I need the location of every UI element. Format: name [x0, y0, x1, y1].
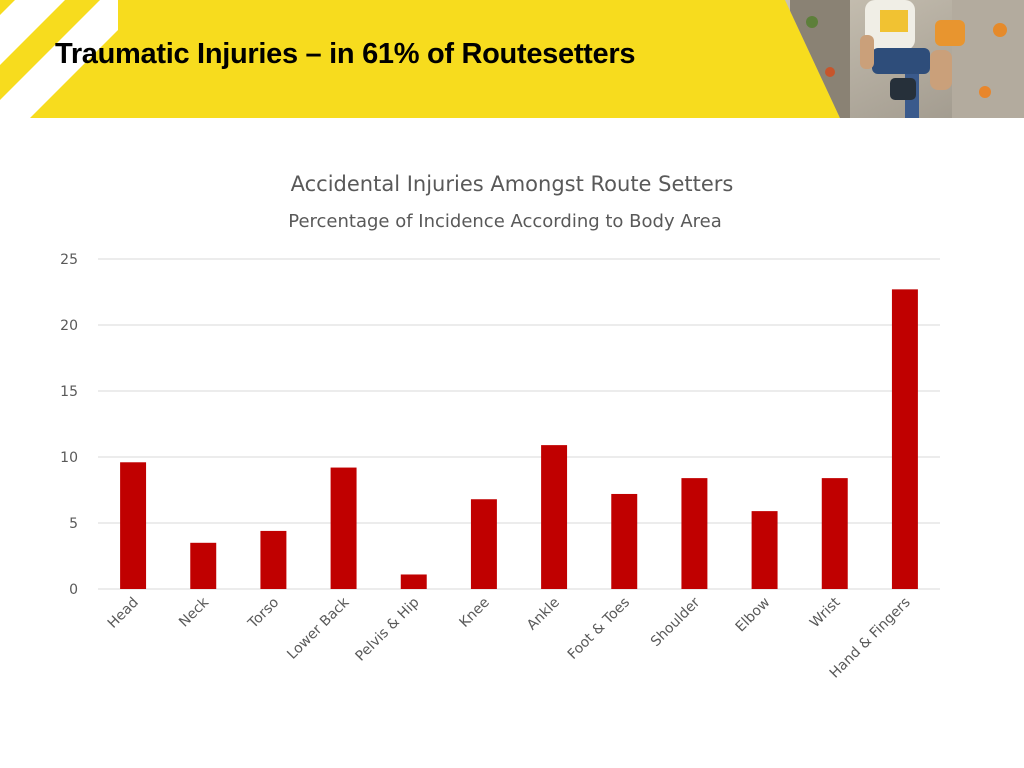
y-tick-label: 5: [69, 516, 78, 532]
chart-title: Accidental Injuries Amongst Route Setter…: [290, 172, 734, 196]
bar-knee: [470, 499, 497, 589]
bar-ankle: [541, 445, 568, 589]
x-category-label: Neck: [176, 594, 213, 631]
x-category-label: Lower Back: [284, 594, 353, 663]
header-banner: Traumatic Injuries – in 61% of Routesett…: [0, 0, 1024, 118]
bar-shoulder: [681, 478, 708, 589]
y-tick-label: 10: [60, 450, 78, 466]
bar-hand-fingers: [891, 289, 918, 589]
white-diagonal-stripes: [0, 0, 118, 118]
x-category-label: Wrist: [807, 594, 844, 631]
y-tick-label: 15: [60, 384, 78, 400]
slide-title: Traumatic Injuries – in 61% of Routesett…: [55, 38, 636, 70]
bars: [120, 289, 918, 589]
x-category-label: Foot & Toes: [565, 595, 633, 663]
y-tick-label: 0: [69, 582, 78, 598]
x-category-label: Knee: [456, 595, 492, 631]
x-category-label: Torso: [245, 595, 283, 633]
bar-foot-toes: [611, 493, 638, 589]
bar-torso: [260, 530, 287, 589]
bar-head: [120, 462, 147, 589]
chart-subtitle: Percentage of Incidence According to Bod…: [288, 211, 722, 232]
x-category-label: Ankle: [524, 595, 563, 634]
bar-pelvis-hip: [400, 574, 427, 589]
gridlines: [98, 258, 940, 590]
bar-wrist: [821, 478, 848, 589]
x-category-label: Elbow: [733, 595, 774, 636]
bar-neck: [190, 542, 217, 589]
bar-elbow: [751, 511, 778, 589]
banner-graphic: [0, 0, 1024, 118]
y-tick-label: 25: [60, 252, 78, 268]
x-category-label: Shoulder: [648, 594, 704, 650]
x-category-label: Pelvis & Hip: [353, 594, 423, 664]
bar-lower-back: [330, 467, 357, 589]
y-axis-tick-labels: 0 5 10 15 20 25: [60, 252, 78, 598]
y-tick-label: 20: [60, 318, 78, 334]
x-axis-category-labels: Head Neck Torso Lower Back Pelvis & Hip Knee A…: [105, 594, 914, 682]
x-category-label: Head: [105, 595, 142, 632]
